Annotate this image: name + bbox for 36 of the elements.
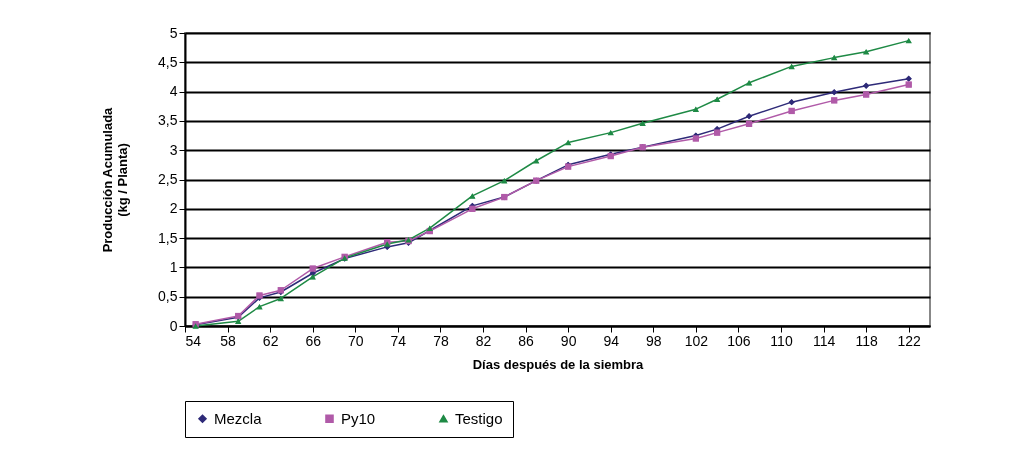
x-tick-label: 66 xyxy=(305,332,322,349)
x-tick-label: 74 xyxy=(390,332,407,349)
y-tick-label: 3,5 xyxy=(158,112,178,129)
y-tick-label: 4,5 xyxy=(158,53,178,70)
y-tick-label: 5 xyxy=(169,24,178,41)
y-tick-label: 1 xyxy=(169,258,178,275)
x-tick-label: 114 xyxy=(812,332,836,349)
point xyxy=(639,120,646,126)
x-tick-label: 90 xyxy=(560,332,577,349)
legend-label: Py10 xyxy=(341,409,376,427)
x-tick-label: 106 xyxy=(727,332,751,349)
x-tick-label: 86 xyxy=(518,332,535,349)
x-tick-label: 54 xyxy=(185,332,202,349)
x-tick-label: 70 xyxy=(348,332,364,349)
x-tick-label: 102 xyxy=(684,332,709,349)
legend-label: Testigo xyxy=(455,409,503,427)
legend-label: Mezcla xyxy=(214,409,263,427)
y-tick-label: 0 xyxy=(169,317,178,334)
y-axis-title: Producción Acumulada (kg / Planta) xyxy=(100,106,131,253)
x-tick-label: 82 xyxy=(475,332,492,349)
x-tick-label: 122 xyxy=(897,332,922,349)
x-tick-label: 98 xyxy=(646,332,662,349)
y-tick-label: 4 xyxy=(169,83,178,100)
y-tick-label: 2,5 xyxy=(158,171,178,187)
point xyxy=(469,193,476,199)
x-tick-label: 94 xyxy=(603,332,620,349)
y-tick-label: 3 xyxy=(169,141,178,158)
y-tick-label: 2 xyxy=(169,200,178,217)
x-axis-title: Días después de la siembra xyxy=(472,356,645,372)
y-tick-label: 1,5 xyxy=(158,229,178,246)
x-tick-label: 110 xyxy=(770,332,793,349)
x-tick-label: 78 xyxy=(433,332,449,349)
x-tick-label: 118 xyxy=(855,332,879,349)
x-tick-label: 58 xyxy=(220,332,237,349)
y-tick-label: 0,5 xyxy=(158,288,178,305)
x-tick-label: 62 xyxy=(262,332,279,349)
